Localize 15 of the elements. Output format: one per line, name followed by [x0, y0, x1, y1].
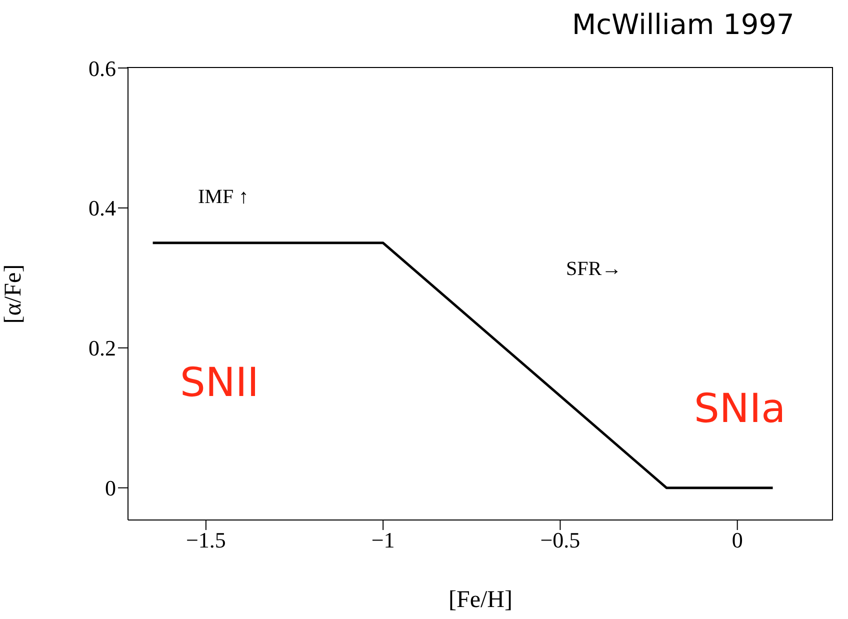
- y-tick-label: 0.2: [88, 336, 116, 361]
- y-tick-label: 0.6: [88, 56, 116, 81]
- annotation: SNIa: [694, 386, 786, 432]
- x-tick-label: −1.5: [186, 528, 226, 553]
- text: McWilliam 1997: [572, 8, 794, 41]
- y-tick-label: 0: [105, 476, 116, 501]
- x-tick-label: 0: [732, 528, 743, 553]
- y-axis-title: [α/Fe]: [0, 264, 27, 324]
- y-tick-label: 0.4: [88, 196, 116, 221]
- x-axis-title: [Fe/H]: [448, 587, 512, 613]
- x-tick-label: −1: [371, 528, 395, 553]
- annotation: SNII: [180, 360, 259, 406]
- x-tick-label: −0.5: [540, 528, 580, 553]
- annotation: IMF ↑: [198, 186, 249, 209]
- annotation: SFR→: [566, 258, 622, 281]
